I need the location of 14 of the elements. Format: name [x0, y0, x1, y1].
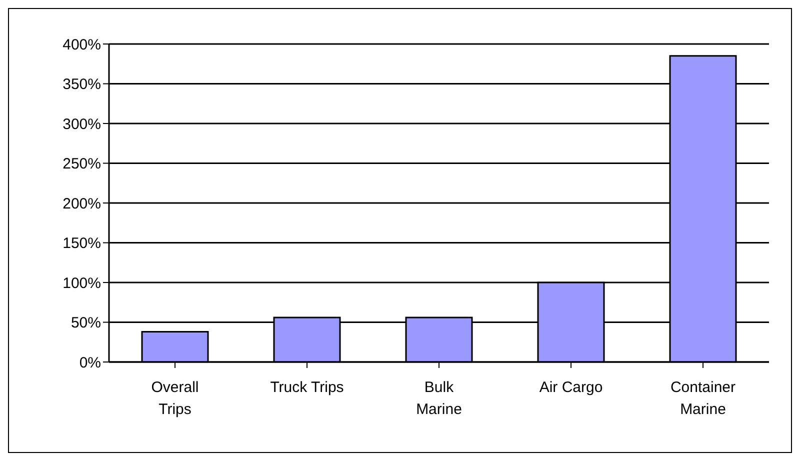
y-tick-label: 400% [62, 36, 101, 54]
y-tick-label: 150% [62, 235, 101, 252]
y-tick-label: 50% [70, 314, 101, 332]
x-tick-label: Air Cargo [539, 379, 603, 396]
x-tick-label: Truck Trips [270, 379, 344, 396]
x-tick-label: Overall Trips [151, 379, 199, 418]
y-tick-label: 300% [62, 116, 101, 133]
y-tick-label: 250% [62, 156, 101, 173]
y-tick-label: 350% [62, 76, 101, 94]
x-tick-label: Bulk Marine [416, 379, 462, 418]
y-tick-label: 100% [62, 274, 101, 292]
y-tick-label: 0% [79, 354, 101, 372]
x-tick-label: Container Marine [670, 379, 736, 418]
y-tick-label: 200% [62, 195, 101, 212]
